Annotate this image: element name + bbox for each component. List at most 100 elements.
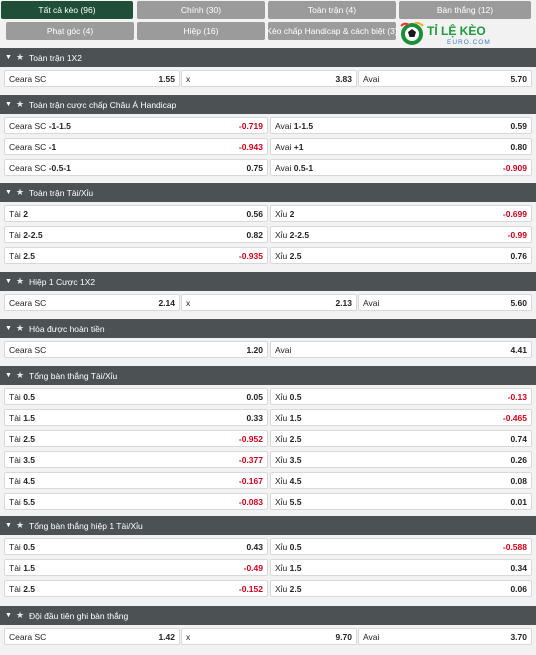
caret-down-icon[interactable]: ▼ — [5, 189, 12, 196]
selection-name: x — [186, 631, 191, 642]
odds-cell[interactable]: Ceara SC 1.55 — [4, 70, 180, 87]
odds-cell[interactable]: Tài 2-2.5 0.82 — [4, 226, 268, 243]
star-icon[interactable]: ★ — [15, 323, 25, 333]
odds-cell[interactable]: Xỉu 2 -0.699 — [270, 205, 532, 222]
caret-down-icon[interactable]: ▼ — [5, 54, 12, 61]
odds-cell[interactable]: Avai +1 0.80 — [270, 138, 532, 155]
section-header[interactable]: ▼ ★ Toàn trận cược chấp Châu Á Handicap — [0, 95, 536, 114]
odds-cell[interactable]: x 3.83 — [181, 70, 357, 87]
odds-row: Ceara SC 1.20 Avai 4.41 — [0, 338, 536, 359]
odds-cell[interactable]: Tài 0.5 0.43 — [4, 538, 268, 555]
star-icon[interactable]: ★ — [15, 370, 25, 380]
odds-cell[interactable]: Xỉu 0.5 -0.13 — [270, 388, 532, 405]
odds-cell[interactable]: Avai 0.5-1 -0.909 — [270, 159, 532, 176]
selection-label: Xỉu 1.5 — [275, 563, 510, 573]
market-tabs: Tất cả kèo (96) Chính (30) Toàn trận (4)… — [0, 0, 536, 46]
star-icon[interactable]: ★ — [15, 99, 25, 109]
odds-cell[interactable]: Xỉu 2.5 0.76 — [270, 247, 532, 264]
caret-down-icon[interactable]: ▼ — [5, 372, 12, 379]
selection-name: Tài — [9, 541, 21, 552]
odds-cell[interactable]: x 9.70 — [181, 628, 357, 645]
odds-value: 0.59 — [510, 120, 527, 131]
odds-cell[interactable]: Avai 4.41 — [270, 341, 532, 358]
caret-down-icon[interactable]: ▼ — [5, 325, 12, 332]
caret-down-icon[interactable]: ▼ — [5, 612, 12, 619]
odds-cell[interactable]: x 2.13 — [181, 294, 357, 311]
section-header[interactable]: ▼ ★ Toàn trận 1X2 — [0, 48, 536, 67]
odds-cell[interactable]: Ceara SC -1-1.5 -0.719 — [4, 117, 268, 134]
odds-cell[interactable]: Tài 0.5 0.05 — [4, 388, 268, 405]
selection-label: Avai — [363, 298, 510, 308]
odds-cell[interactable]: Xỉu 1.5 0.34 — [270, 559, 532, 576]
odds-cell[interactable]: Tài 1.5 -0.49 — [4, 559, 268, 576]
section-header[interactable]: ▼ ★ Hiệp 1 Cược 1X2 — [0, 272, 536, 291]
odds-value: 0.06 — [510, 583, 527, 594]
tab-corners[interactable]: Phạt góc (4) — [6, 22, 134, 40]
handicap-line: -1 — [48, 141, 57, 152]
tab-all[interactable]: Tất cả kèo (96) — [1, 1, 133, 19]
tab-half[interactable]: Hiệp (16) — [137, 22, 265, 40]
odds-cell[interactable]: Tài 2.5 -0.952 — [4, 430, 268, 447]
section-header[interactable]: ▼ ★ Đội đầu tiên ghi bàn thắng — [0, 606, 536, 625]
odds-value: 3.83 — [335, 73, 352, 84]
odds-row: Tài 5.5 -0.083 Xỉu 5.5 0.01 — [0, 490, 536, 511]
odds-cell[interactable]: Xỉu 4.5 0.08 — [270, 472, 532, 489]
tab-main[interactable]: Chính (30) — [137, 1, 265, 19]
odds-cell[interactable]: Avai 1-1.5 0.59 — [270, 117, 532, 134]
odds-cell[interactable]: Tài 5.5 -0.083 — [4, 493, 268, 510]
odds-cell[interactable]: Ceara SC 1.42 — [4, 628, 180, 645]
selection-name: Ceara SC — [9, 344, 47, 355]
odds-cell[interactable]: Xỉu 0.5 -0.588 — [270, 538, 532, 555]
star-icon[interactable]: ★ — [15, 520, 25, 530]
selection-name: Xỉu — [275, 541, 288, 552]
caret-down-icon[interactable]: ▼ — [5, 522, 12, 529]
section-title: Toàn trận cược chấp Châu Á Handicap — [29, 99, 177, 110]
star-icon[interactable]: ★ — [15, 276, 25, 286]
caret-down-icon[interactable]: ▼ — [5, 278, 12, 285]
section-title: Đội đầu tiên ghi bàn thắng — [29, 610, 129, 621]
odds-cell[interactable]: Xỉu 2.5 0.06 — [270, 580, 532, 597]
odds-cell[interactable]: Ceara SC -1 -0.943 — [4, 138, 268, 155]
selection-name: Tài — [9, 475, 21, 486]
section-header[interactable]: ▼ ★ Hòa được hoàn tiền — [0, 319, 536, 338]
star-icon[interactable]: ★ — [15, 52, 25, 62]
odds-cell[interactable]: Avai 5.60 — [358, 294, 532, 311]
odds-cell[interactable]: Tài 1.5 0.33 — [4, 409, 268, 426]
caret-down-icon[interactable]: ▼ — [5, 101, 12, 108]
odds-cell[interactable]: Tài 2.5 -0.152 — [4, 580, 268, 597]
odds-value: 3.70 — [510, 631, 527, 642]
odds-cell[interactable]: Tài 3.5 -0.377 — [4, 451, 268, 468]
tab-handicap[interactable]: Kèo chấp Handicap & cách biệt (3) — [266, 22, 398, 40]
odds-value: 0.76 — [510, 250, 527, 261]
selection-label: Tài 2.5 — [9, 584, 239, 594]
section-header[interactable]: ▼ ★ Toàn trận Tài/Xỉu — [0, 183, 536, 202]
selection-name: Ceara SC — [9, 297, 47, 308]
odds-value: 4.41 — [510, 344, 527, 355]
odds-cell[interactable]: Ceara SC 1.20 — [4, 341, 268, 358]
odds-value: -0.465 — [502, 412, 527, 423]
section-header[interactable]: ▼ ★ Tổng bàn thắng hiệp 1 Tài/Xỉu — [0, 516, 536, 535]
odds-cell[interactable]: Avai 3.70 — [358, 628, 532, 645]
odds-cell[interactable]: Ceara SC 2.14 — [4, 294, 180, 311]
odds-value: -0.13 — [507, 391, 527, 402]
odds-cell[interactable]: Tài 4.5 -0.167 — [4, 472, 268, 489]
selection-label: Ceara SC -1-1.5 — [9, 121, 239, 131]
selection-label: Xỉu 0.5 — [275, 392, 508, 402]
odds-cell[interactable]: Xỉu 2-2.5 -0.99 — [270, 226, 532, 243]
odds-cell[interactable]: Tài 2.5 -0.935 — [4, 247, 268, 264]
odds-value: -0.167 — [238, 475, 263, 486]
odds-value: -0.99 — [507, 229, 527, 240]
odds-cell[interactable]: Ceara SC -0.5-1 0.75 — [4, 159, 268, 176]
section-header[interactable]: ▼ ★ Tổng bàn thắng Tài/Xỉu — [0, 366, 536, 385]
odds-cell[interactable]: Xỉu 2.5 0.74 — [270, 430, 532, 447]
odds-cell[interactable]: Tài 2 0.56 — [4, 205, 268, 222]
odds-cell[interactable]: Xỉu 1.5 -0.465 — [270, 409, 532, 426]
odds-cell[interactable]: Xỉu 5.5 0.01 — [270, 493, 532, 510]
star-icon[interactable]: ★ — [15, 610, 25, 620]
odds-cell[interactable]: Avai 5.70 — [358, 70, 532, 87]
star-icon[interactable]: ★ — [15, 187, 25, 197]
odds-cell[interactable]: Xỉu 3.5 0.26 — [270, 451, 532, 468]
selection-label: Ceara SC — [9, 345, 246, 355]
tab-fulltime[interactable]: Toàn trận (4) — [268, 1, 396, 19]
tab-goals[interactable]: Bàn thắng (12) — [399, 1, 531, 19]
